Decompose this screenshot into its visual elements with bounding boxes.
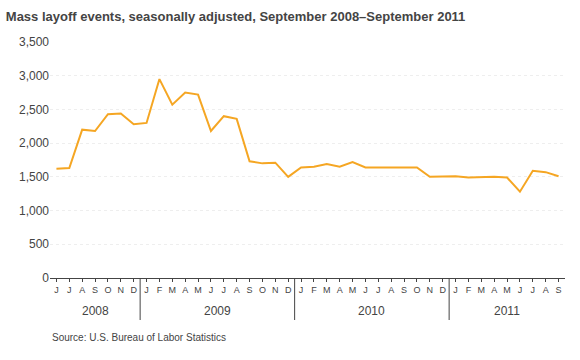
- svg-text:J: J: [531, 285, 536, 295]
- svg-text:M: M: [194, 285, 202, 295]
- svg-text:F: F: [466, 285, 472, 295]
- svg-text:F: F: [311, 285, 317, 295]
- svg-text:1,500: 1,500: [19, 170, 49, 184]
- svg-text:O: O: [259, 285, 266, 295]
- svg-text:3,000: 3,000: [19, 69, 49, 83]
- svg-text:A: A: [388, 285, 394, 295]
- svg-text:D: D: [130, 285, 137, 295]
- svg-text:A: A: [543, 285, 549, 295]
- svg-text:1,000: 1,000: [19, 204, 49, 218]
- svg-text:2011: 2011: [494, 304, 520, 318]
- svg-text:J: J: [144, 285, 149, 295]
- svg-text:S: S: [92, 285, 98, 295]
- svg-text:Mass layoff events, seasonally: Mass layoff events, seasonally adjusted,…: [6, 9, 466, 24]
- svg-text:2,500: 2,500: [19, 103, 49, 117]
- svg-text:A: A: [337, 285, 343, 295]
- svg-text:D: D: [439, 285, 446, 295]
- svg-text:500: 500: [29, 237, 49, 251]
- svg-text:S: S: [247, 285, 253, 295]
- svg-text:J: J: [363, 285, 368, 295]
- svg-text:2009: 2009: [204, 304, 231, 318]
- svg-text:A: A: [182, 285, 188, 295]
- svg-text:N: N: [272, 285, 279, 295]
- svg-text:2,000: 2,000: [19, 136, 49, 150]
- svg-text:J: J: [222, 285, 227, 295]
- svg-text:J: J: [376, 285, 381, 295]
- svg-text:F: F: [157, 285, 163, 295]
- svg-text:0: 0: [42, 271, 49, 285]
- svg-text:Source: U.S. Bureau of Labor S: Source: U.S. Bureau of Labor Statistics: [52, 332, 226, 343]
- svg-text:M: M: [323, 285, 331, 295]
- svg-text:N: N: [118, 285, 125, 295]
- svg-text:M: M: [478, 285, 486, 295]
- svg-text:2008: 2008: [82, 304, 109, 318]
- svg-text:O: O: [104, 285, 111, 295]
- svg-text:M: M: [503, 285, 511, 295]
- svg-text:O: O: [413, 285, 420, 295]
- svg-text:3,500: 3,500: [19, 35, 49, 49]
- svg-text:M: M: [349, 285, 357, 295]
- svg-text:A: A: [234, 285, 240, 295]
- svg-text:J: J: [518, 285, 523, 295]
- svg-text:J: J: [54, 285, 59, 295]
- svg-text:S: S: [401, 285, 407, 295]
- svg-text:D: D: [285, 285, 292, 295]
- svg-text:J: J: [453, 285, 458, 295]
- svg-text:N: N: [427, 285, 434, 295]
- svg-text:J: J: [67, 285, 72, 295]
- svg-text:2010: 2010: [358, 304, 385, 318]
- svg-text:A: A: [491, 285, 497, 295]
- svg-text:J: J: [299, 285, 304, 295]
- svg-text:S: S: [556, 285, 562, 295]
- svg-text:J: J: [209, 285, 214, 295]
- svg-text:M: M: [169, 285, 177, 295]
- svg-text:A: A: [79, 285, 85, 295]
